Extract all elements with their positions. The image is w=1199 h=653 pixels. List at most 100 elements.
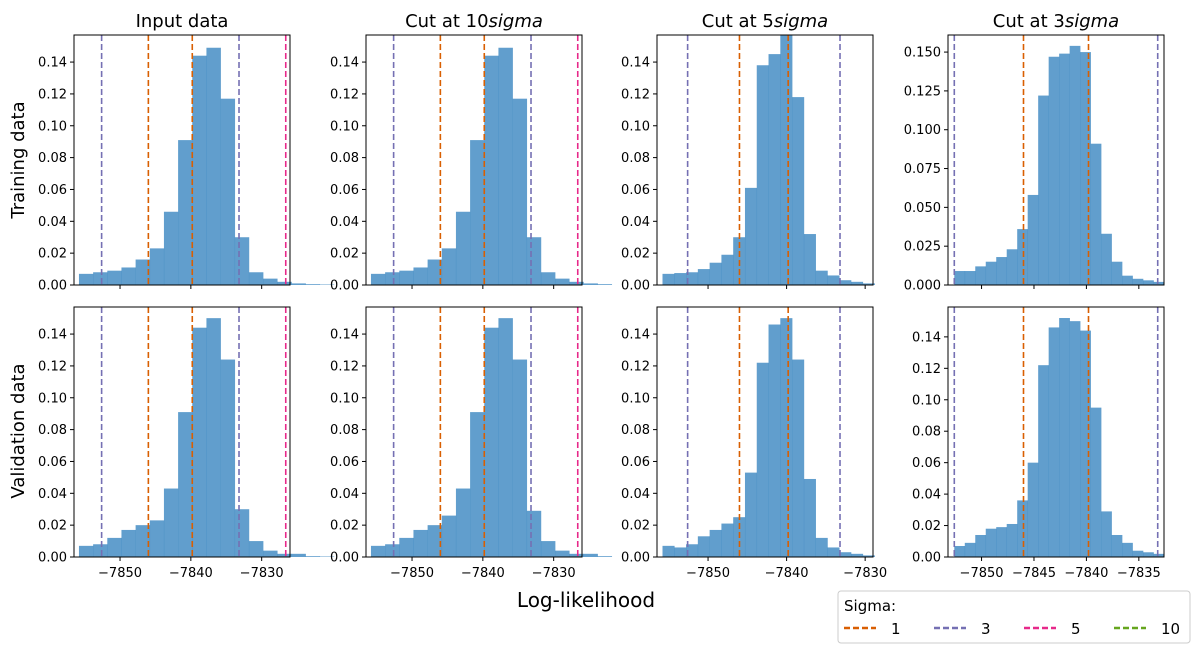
histogram-bar [93, 544, 108, 557]
y-tick-label: 0.050 [904, 201, 941, 216]
histogram-bar [768, 324, 781, 557]
histogram-bar [1090, 143, 1102, 285]
axes-frame [73, 306, 291, 558]
histogram-bar [78, 273, 94, 285]
panel-val-cut10: 0.00 0.02 0.04 0.06 0.08 0.10 0.12 0.14 −7850 −78… [330, 306, 613, 581]
axes-frame [947, 34, 1165, 286]
histogram-bar [1006, 249, 1018, 285]
histogram-bar [484, 55, 499, 286]
histogram-bar [1027, 462, 1039, 557]
y-tick-label: 0.075 [904, 162, 941, 177]
y-tick-label: 0.14 [330, 56, 359, 71]
histogram-bar [1122, 275, 1133, 285]
panel-title-italic: sigma [1065, 11, 1119, 32]
histogram-bar [512, 359, 528, 557]
x-tick-label: −7835 [1117, 566, 1161, 581]
histogram-bar [1080, 330, 1091, 557]
histogram-bar [815, 270, 828, 285]
histogram-bar [498, 318, 513, 557]
histogram-bar [555, 550, 570, 557]
histogram-bar [975, 534, 987, 557]
panel-train-input: 0.00 0.02 0.04 0.06 0.08 0.10 0.12 0.14 Input da… [38, 11, 335, 294]
legend-entry-1: 1 [844, 620, 901, 638]
y-tick-label: 0.08 [38, 423, 67, 438]
histogram-bar [792, 97, 805, 285]
histogram-bar [178, 412, 193, 557]
y-tick-label: 0.14 [621, 328, 650, 343]
y-tick-label: 0.08 [330, 423, 359, 438]
y-tick-label: 0.02 [330, 519, 359, 534]
panel-val-input: 0.00 0.02 0.04 0.06 0.08 0.10 0.12 0.14 −7850 −78… [38, 306, 335, 581]
histogram-bar [721, 254, 734, 285]
histogram-bar [413, 529, 428, 557]
histogram-bar [385, 544, 400, 557]
y-tick-label: 0.04 [38, 215, 67, 230]
histogram-bar [839, 552, 852, 557]
y-tick-label: 0.14 [912, 330, 941, 345]
histogram-bar [107, 537, 122, 557]
histogram-bar [780, 35, 793, 285]
histogram-bars [662, 318, 875, 557]
histogram-bar [1017, 229, 1028, 285]
panel-title-italic: sigma [489, 11, 543, 32]
histogram-bar [470, 412, 485, 557]
y-tick-label: 0.12 [621, 87, 650, 102]
histogram-bar [484, 327, 499, 557]
histogram-bar [149, 520, 165, 557]
y-tick-label: 0.08 [621, 423, 650, 438]
legend: Sigma: 1 3 5 10 [837, 590, 1191, 644]
histogram-bar [93, 272, 108, 285]
legend-frame [837, 590, 1191, 644]
row-label-validation: Validation data [8, 363, 29, 498]
histogram-bar [744, 472, 758, 557]
y-tick-label: 0.10 [912, 393, 941, 408]
legend-entry-5: 5 [1024, 620, 1081, 638]
histogram-bar [121, 267, 136, 285]
panel-train-cut5: 0.00 0.02 0.04 0.06 0.08 0.10 0.12 0.14 Cut at 5… [621, 11, 875, 294]
histogram-bar [370, 273, 386, 285]
histogram-bar [1006, 523, 1018, 557]
histogram-bar [1101, 233, 1112, 285]
legend-entry-10: 10 [1114, 620, 1180, 638]
histogram-bar [583, 283, 598, 285]
histogram-bar [1090, 407, 1102, 557]
histogram-bars [78, 47, 335, 286]
histogram-bar [686, 544, 699, 557]
y-tick-label: 0.14 [38, 328, 67, 343]
histogram-bar [803, 478, 816, 557]
histogram-bar [839, 280, 852, 285]
histogram-bar [248, 272, 264, 285]
histogram-bar [413, 267, 428, 285]
histogram-bar [498, 47, 513, 285]
y-tick-label: 0.10 [330, 391, 359, 406]
y-tick-label: 0.025 [904, 240, 941, 255]
y-tick-label: 0.04 [912, 488, 941, 503]
x-tick-label: −7830 [240, 566, 284, 581]
panel-title: Cut at 10sigma [405, 11, 543, 32]
panel-title-text: Cut at 10 [405, 11, 488, 32]
histogram-bar [248, 541, 264, 557]
y-tick-label: 0.06 [38, 455, 67, 470]
histogram-bar [192, 55, 207, 286]
y-tick-label: 0.00 [621, 279, 650, 294]
histogram-bar [697, 269, 710, 285]
y-tick-label: 0.00 [912, 551, 941, 566]
y-tick-label: 0.12 [621, 359, 650, 374]
histogram-bar [862, 283, 875, 285]
x-tick-label: −7850 [686, 566, 730, 581]
histogram-bars [954, 318, 1165, 557]
y-tick-label: 0.10 [621, 119, 650, 134]
panel-title-italic: sigma [774, 11, 828, 32]
y-tick-label: 0.02 [621, 247, 650, 262]
histogram-bar [1111, 534, 1123, 557]
histogram-bar [954, 271, 966, 285]
histogram-bar [583, 553, 598, 557]
histogram-bars [370, 47, 613, 286]
histogram-bar [1059, 53, 1070, 285]
histogram-bar [178, 140, 193, 285]
histogram-bar [954, 545, 966, 557]
histogram-bar [163, 211, 179, 285]
histogram-bar [709, 529, 722, 557]
histogram-bar [163, 488, 179, 557]
